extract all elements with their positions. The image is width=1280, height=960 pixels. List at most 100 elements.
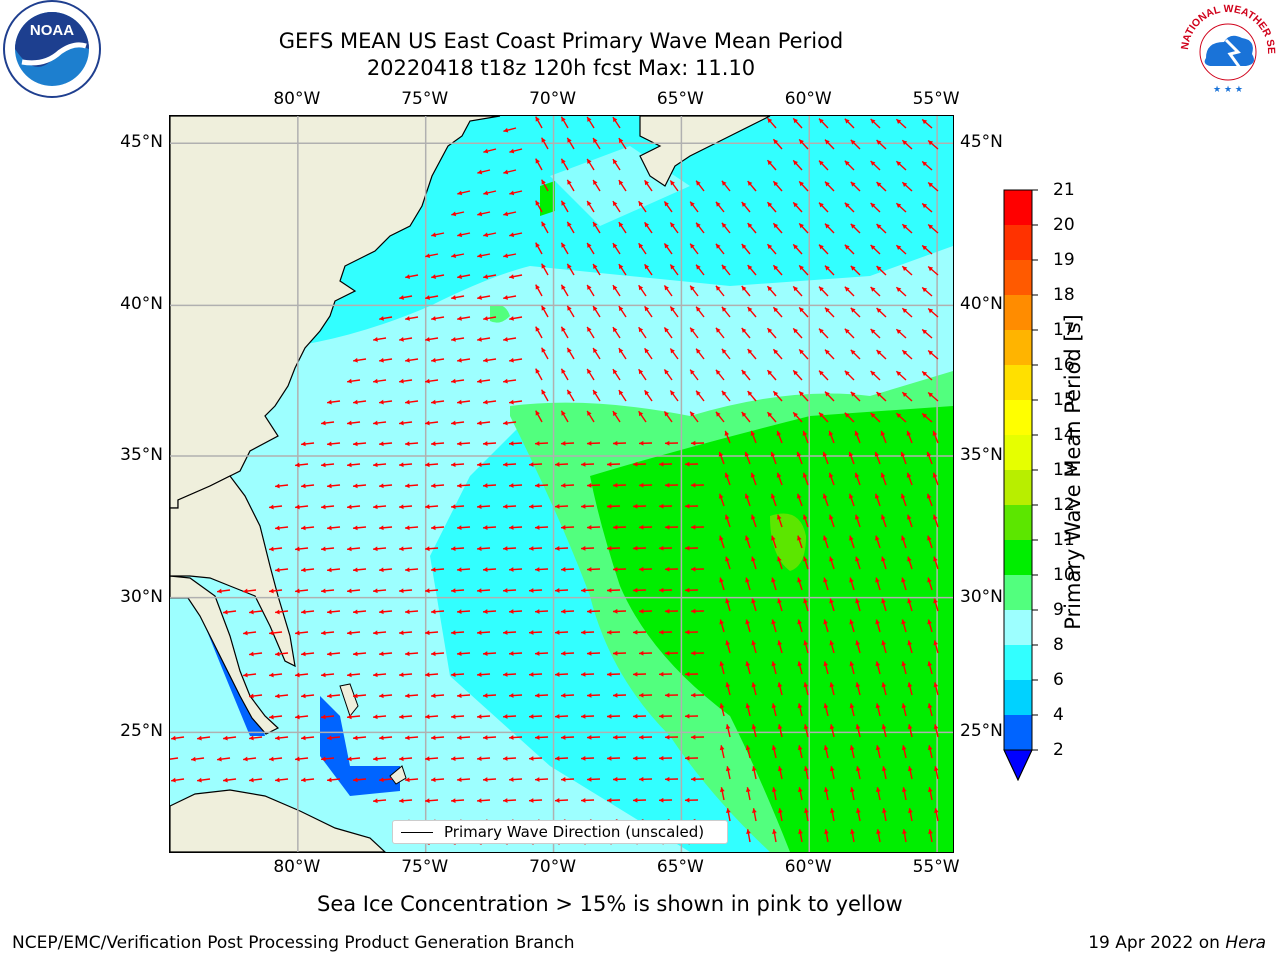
wave-arrow bbox=[566, 221, 575, 234]
wave-arrow bbox=[535, 200, 543, 213]
wave-arrow bbox=[870, 412, 881, 423]
wave-arrow bbox=[881, 556, 887, 570]
wave-arrow bbox=[450, 462, 465, 468]
wave-arrow bbox=[849, 703, 855, 717]
wave-arrow bbox=[664, 482, 679, 488]
wave-arrow bbox=[658, 671, 673, 677]
wave-arrow bbox=[580, 629, 595, 635]
wave-arrow bbox=[933, 766, 939, 780]
wave-arrow bbox=[690, 440, 705, 446]
wave-arrow bbox=[745, 787, 751, 801]
wave-arrow bbox=[689, 369, 699, 381]
wave-arrow bbox=[684, 797, 699, 803]
wave-arrow bbox=[802, 514, 809, 528]
wave-arrow bbox=[320, 504, 335, 510]
wave-arrow bbox=[719, 703, 725, 717]
wave-arrow bbox=[560, 116, 569, 129]
wave-arrow bbox=[744, 493, 751, 507]
wave-arrow bbox=[663, 243, 673, 255]
wave-arrow bbox=[541, 263, 549, 276]
colorbar-tick-label: 21 bbox=[1053, 180, 1075, 200]
wave-arrow bbox=[509, 190, 523, 196]
wave-arrow bbox=[928, 829, 933, 843]
wave-arrow bbox=[792, 117, 803, 129]
wave-arrow bbox=[741, 285, 751, 297]
wave-arrow bbox=[560, 777, 575, 782]
wave-arrow bbox=[300, 777, 315, 783]
wave-arrow bbox=[870, 118, 881, 129]
wave-arrow bbox=[829, 640, 835, 654]
wave-arrow bbox=[921, 370, 933, 381]
wave-arrow bbox=[771, 577, 777, 591]
wave-arrow bbox=[456, 567, 471, 573]
wave-arrow bbox=[875, 661, 881, 675]
wave-arrow bbox=[541, 389, 549, 402]
wave-arrow bbox=[352, 777, 367, 783]
wave-arrow bbox=[901, 745, 907, 759]
wave-arrow bbox=[457, 357, 471, 363]
wave-arrow bbox=[352, 483, 367, 489]
wave-arrow bbox=[792, 201, 803, 213]
wave-arrow bbox=[508, 735, 523, 740]
wave-arrow bbox=[554, 630, 569, 635]
noaa-logo: NOAA bbox=[3, 0, 101, 98]
wave-arrow bbox=[772, 348, 783, 360]
wave-arrow bbox=[528, 630, 543, 635]
wave-arrow bbox=[223, 735, 237, 741]
wave-arrow bbox=[295, 756, 309, 762]
wave-arrow bbox=[170, 757, 179, 760]
wave-arrow bbox=[771, 703, 777, 717]
florida-peninsula bbox=[170, 575, 280, 735]
wave-arrow bbox=[554, 504, 569, 509]
wave-arrow bbox=[353, 399, 367, 405]
wave-arrow bbox=[856, 808, 861, 822]
wave-arrow bbox=[509, 399, 523, 405]
wave-arrow bbox=[566, 179, 575, 192]
wave-arrow bbox=[580, 545, 595, 551]
colorbar-cell bbox=[1004, 190, 1032, 225]
wave-arrow bbox=[718, 451, 725, 465]
wave-arrow bbox=[560, 693, 575, 698]
wave-arrow bbox=[907, 598, 913, 612]
wave-arrow bbox=[566, 305, 575, 318]
wave-arrow bbox=[535, 410, 543, 423]
wave-arrow bbox=[664, 776, 679, 782]
wave-arrow bbox=[684, 671, 699, 677]
wave-arrow bbox=[638, 524, 653, 530]
wave-arrow bbox=[927, 223, 939, 234]
wave-arrow bbox=[750, 472, 757, 486]
lon-tick-label: 55°W bbox=[912, 89, 960, 109]
wave-arrow bbox=[804, 808, 809, 822]
wave-arrow bbox=[750, 514, 757, 528]
wave-arrow bbox=[724, 472, 731, 486]
wave-arrow bbox=[528, 798, 543, 803]
wave-arrow bbox=[586, 284, 595, 297]
wave-arrow bbox=[275, 651, 289, 657]
wave-arrow bbox=[618, 347, 627, 360]
wave-arrow bbox=[823, 745, 829, 759]
wave-arrow bbox=[771, 787, 777, 801]
wave-arrow bbox=[828, 514, 835, 528]
wave-arrow bbox=[346, 504, 361, 510]
wave-arrow bbox=[378, 693, 393, 699]
wave-arrow bbox=[476, 588, 491, 593]
wave-arrow bbox=[921, 202, 933, 213]
wave-arrow bbox=[378, 777, 393, 783]
colorbar-tick-label: 16 bbox=[1053, 355, 1075, 375]
wave-arrow bbox=[352, 441, 367, 447]
wave-arrow bbox=[855, 682, 861, 696]
footer-machine: Hera bbox=[1225, 933, 1266, 953]
wave-arrow bbox=[431, 232, 445, 238]
colorbar-tick-label: 13 bbox=[1053, 460, 1075, 480]
wave-arrow bbox=[849, 661, 855, 675]
wave-arrow bbox=[372, 546, 387, 552]
wave-arrow bbox=[901, 349, 913, 360]
wave-arrow bbox=[450, 546, 465, 552]
wave-arrow bbox=[663, 285, 673, 297]
wave-arrow bbox=[379, 399, 393, 405]
wave-arrow bbox=[933, 682, 939, 696]
wave-arrow bbox=[300, 525, 315, 531]
wave-arrow bbox=[275, 777, 289, 783]
wave-arrow bbox=[824, 391, 835, 402]
wave-arrow bbox=[669, 222, 679, 234]
